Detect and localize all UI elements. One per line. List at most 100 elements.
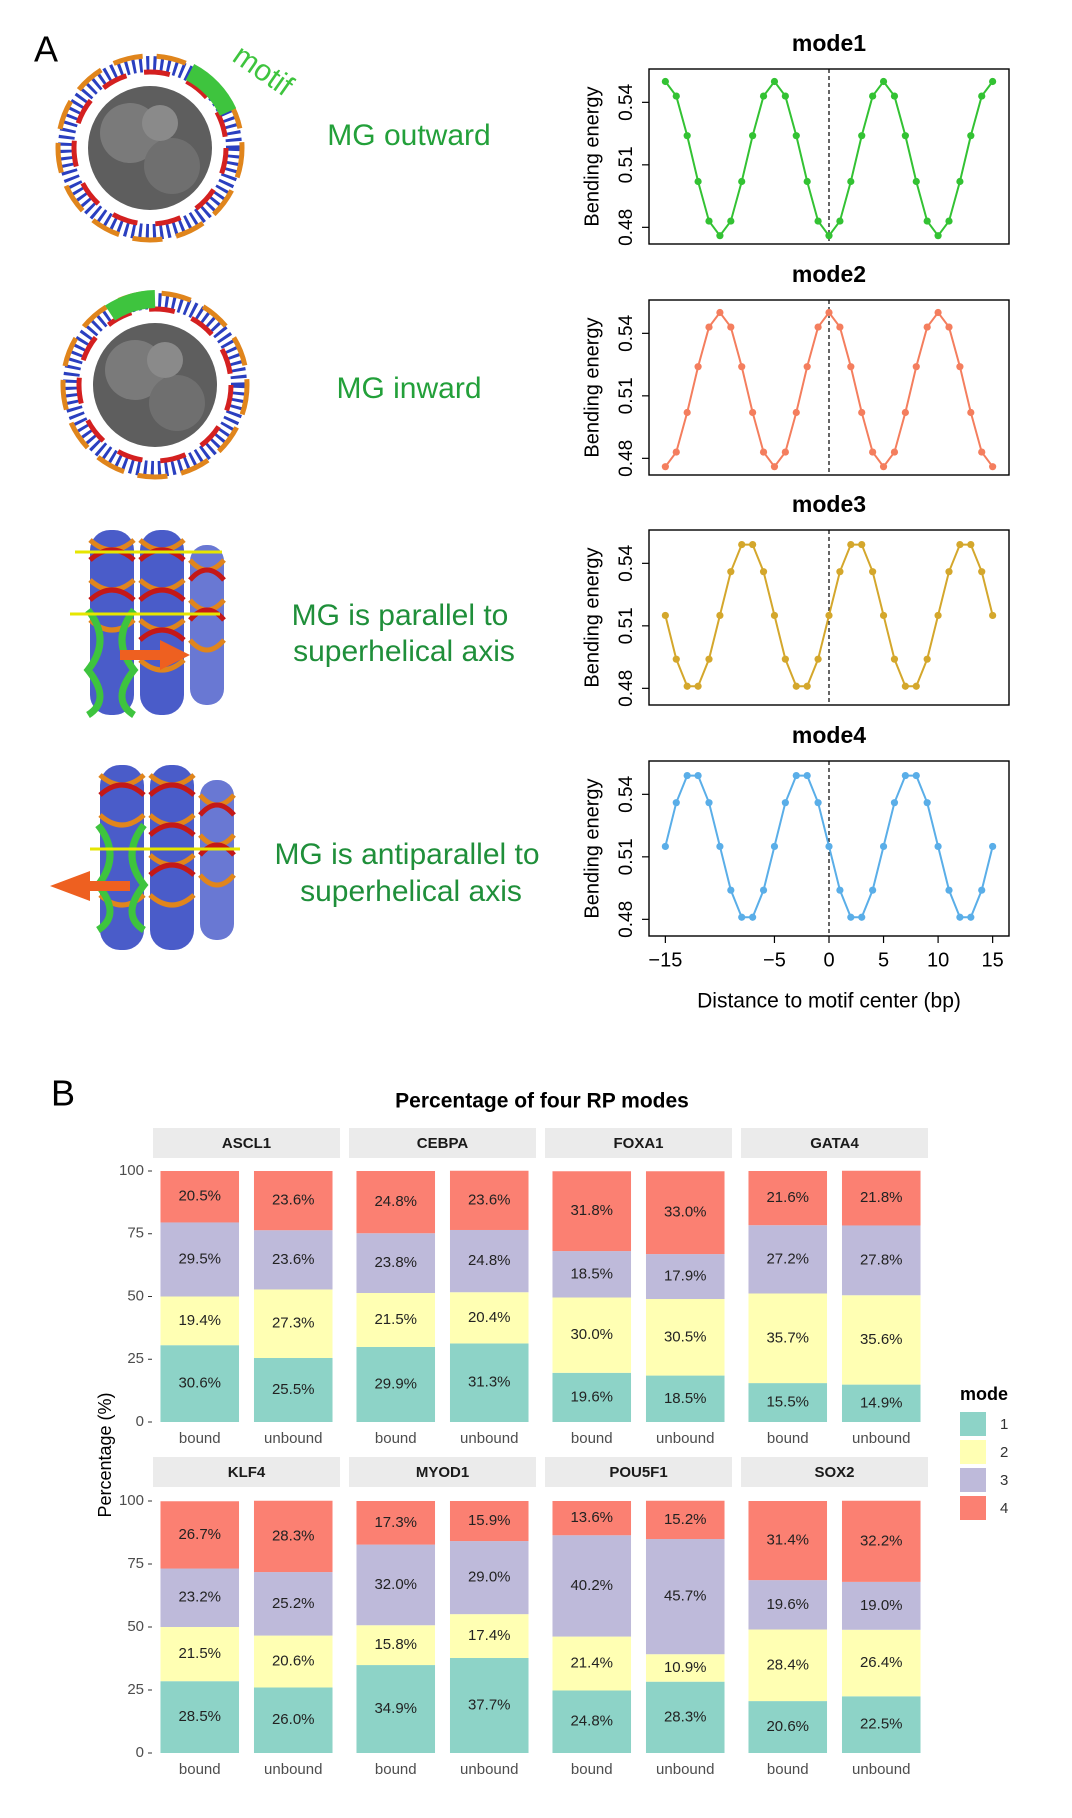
nucleosome-top-inward	[60, 290, 250, 480]
value-label: 24.8%	[468, 1252, 511, 1269]
bar-segment	[356, 1501, 436, 1545]
bar-segment	[645, 1500, 725, 1540]
data-point	[967, 408, 975, 417]
legend-label: 2	[1000, 1444, 1008, 1461]
x-tick-label: unbound	[852, 1761, 910, 1778]
value-label: 29.0%	[468, 1569, 511, 1586]
bar-segment	[160, 1171, 240, 1223]
data-point	[869, 886, 877, 894]
bar-segment	[253, 1687, 333, 1753]
data-point	[934, 308, 942, 317]
data-point	[727, 217, 735, 225]
data-point	[781, 799, 789, 807]
value-label: 21.5%	[374, 1311, 417, 1328]
value-label: 17.9%	[664, 1268, 707, 1285]
bar-segment	[841, 1696, 921, 1753]
x-tick-label: unbound	[460, 1430, 518, 1447]
plot-frame	[648, 68, 1010, 245]
bar-segment	[160, 1627, 240, 1682]
annotation: MG is antiparallel to	[274, 838, 539, 871]
bar-segment	[552, 1297, 632, 1373]
data-point	[814, 799, 822, 807]
value-label: 28.3%	[272, 1527, 315, 1544]
bar-segment	[552, 1636, 632, 1691]
y-axis-label: Bending energy	[581, 547, 603, 687]
x-axis-label: Distance to motif center (bp)	[697, 990, 961, 1013]
data-point	[901, 132, 909, 140]
data-point	[792, 408, 800, 417]
data-point	[901, 682, 909, 690]
value-label: 15.9%	[468, 1512, 511, 1529]
value-label: 20.4%	[468, 1309, 511, 1326]
chart-title: mode4	[792, 722, 866, 748]
chart-title: mode3	[792, 491, 866, 517]
x-tick-label: 15	[982, 949, 1004, 971]
bar-segment	[356, 1665, 436, 1753]
value-label: 23.2%	[178, 1589, 221, 1606]
x-tick-label: bound	[767, 1761, 809, 1778]
x-tick-label: bound	[179, 1761, 221, 1778]
x-tick-label: bound	[767, 1430, 809, 1447]
bar-segment	[449, 1229, 529, 1293]
bar-segment	[356, 1625, 436, 1666]
bar-segment	[552, 1690, 632, 1753]
value-label: 19.6%	[766, 1596, 809, 1613]
data-point	[759, 448, 768, 456]
data-point	[781, 92, 789, 100]
data-point	[781, 448, 789, 456]
data-point	[879, 77, 888, 86]
data-point	[705, 323, 713, 331]
data-point	[945, 568, 953, 576]
value-label: 32.2%	[860, 1532, 903, 1549]
bar-segment	[841, 1225, 921, 1296]
facet-title: GATA4	[810, 1135, 859, 1152]
data-point	[912, 363, 920, 371]
bar-segment	[449, 1541, 529, 1615]
nucleosome-side-parallel	[70, 530, 226, 718]
bar-segment	[552, 1372, 632, 1422]
data-point	[770, 463, 779, 471]
data-point	[661, 842, 669, 851]
data-point	[890, 799, 899, 807]
data-point	[836, 568, 844, 576]
data-point	[879, 463, 888, 471]
value-label: 26.4%	[860, 1654, 903, 1671]
facet-strip	[741, 1457, 928, 1487]
data-point	[705, 655, 713, 663]
bar-segment	[356, 1233, 436, 1293]
bar-segment	[449, 1501, 529, 1542]
data-point	[672, 799, 680, 807]
data-point	[945, 217, 953, 225]
value-label: 45.7%	[664, 1588, 707, 1605]
data-point	[749, 408, 757, 417]
value-label: 32.0%	[374, 1576, 417, 1593]
data-point	[967, 540, 975, 549]
x-tick-label: −15	[648, 949, 682, 971]
data-point	[847, 363, 855, 371]
annotation: superhelical axis	[293, 635, 515, 668]
bar-segment	[253, 1500, 333, 1573]
x-tick-label: bound	[571, 1430, 613, 1447]
bar-segment	[253, 1289, 333, 1358]
facet-title: SOX2	[814, 1464, 854, 1481]
data-point	[792, 132, 800, 140]
facet-strip	[349, 1457, 536, 1487]
value-label: 34.9%	[374, 1700, 417, 1717]
value-label: 27.3%	[272, 1315, 315, 1332]
data-point	[989, 611, 997, 620]
data-point	[847, 913, 855, 921]
panel-label: A	[34, 29, 58, 70]
value-label: 20.6%	[272, 1652, 315, 1669]
x-tick-label: unbound	[656, 1761, 714, 1778]
x-tick-label: 5	[878, 949, 889, 971]
x-tick-label: −5	[763, 949, 786, 971]
data-point	[749, 540, 757, 549]
data-point	[858, 408, 866, 417]
data-point	[803, 682, 811, 690]
value-label: 18.5%	[570, 1265, 613, 1282]
x-tick-label: bound	[179, 1430, 221, 1447]
data-point	[956, 177, 964, 186]
bar-segment	[645, 1681, 725, 1753]
bar-segment	[356, 1346, 436, 1422]
